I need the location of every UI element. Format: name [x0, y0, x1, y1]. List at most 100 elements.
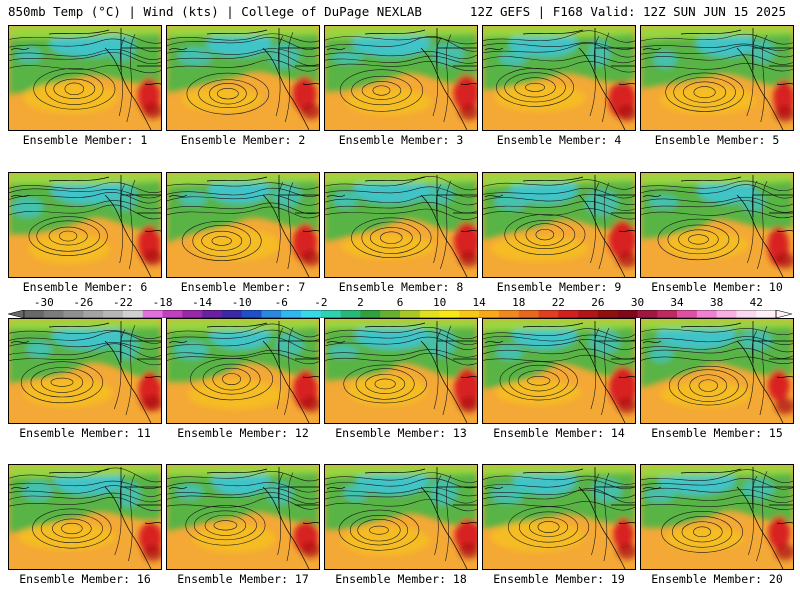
ensemble-member-label: Ensemble Member: 14	[493, 426, 625, 440]
forecast-map	[641, 465, 793, 569]
ensemble-member-panel	[482, 318, 636, 424]
forecast-map	[641, 26, 793, 130]
colorbar-swatch	[578, 310, 599, 318]
ensemble-member-label: Ensemble Member: 20	[651, 572, 783, 586]
ensemble-member-label: Ensemble Member: 7	[180, 280, 306, 294]
ensemble-member-panel	[324, 464, 478, 570]
colorbar-tick-label: 38	[710, 296, 724, 309]
forecast-map	[641, 173, 793, 277]
ensemble-member-label: Ensemble Member: 17	[177, 572, 309, 586]
ensemble-member-label: Ensemble Member: 6	[22, 280, 148, 294]
ensemble-member-label: Ensemble Member: 19	[493, 572, 625, 586]
colorbar-swatch	[716, 310, 737, 318]
colorbar-tick-label: 26	[591, 296, 605, 309]
ensemble-member-label: Ensemble Member: 13	[335, 426, 467, 440]
colorbar-swatch	[83, 310, 104, 318]
forecast-map	[483, 465, 635, 569]
colorbar-swatch	[360, 310, 381, 318]
ensemble-member-panel	[640, 464, 794, 570]
ensemble-member-panel	[8, 25, 162, 131]
colorbar-swatch	[103, 310, 124, 318]
colorbar-swatch	[617, 310, 638, 318]
forecast-map	[483, 26, 635, 130]
colorbar-swatch	[696, 310, 717, 318]
forecast-map	[9, 173, 161, 277]
map-title-left: 850mb Temp (°C) | Wind (kts) | College o…	[8, 4, 422, 19]
colorbar-swatch	[43, 310, 64, 318]
colorbar-tick-label: 22	[551, 296, 565, 309]
colorbar-swatch	[518, 310, 539, 318]
temperature-colorbar	[8, 310, 792, 318]
ensemble-member-label: Ensemble Member: 2	[180, 133, 306, 147]
forecast-map	[9, 26, 161, 130]
ensemble-member-panel	[324, 318, 478, 424]
colorbar-swatch	[261, 310, 282, 318]
ensemble-member-panel	[8, 172, 162, 278]
colorbar-swatch	[479, 310, 500, 318]
ensemble-member-panel	[640, 172, 794, 278]
forecast-map	[325, 465, 477, 569]
colorbar-swatch	[281, 310, 302, 318]
colorbar-swatch	[24, 310, 45, 318]
ensemble-member-label: Ensemble Member: 15	[651, 426, 783, 440]
colorbar-swatch	[400, 310, 421, 318]
ensemble-member-panel	[640, 25, 794, 131]
colorbar-swatch	[459, 310, 480, 318]
colorbar-tick-label: -6	[274, 296, 288, 309]
ensemble-member-label: Ensemble Member: 10	[651, 280, 783, 294]
colorbar-swatch	[677, 310, 698, 318]
colorbar-swatch	[498, 310, 520, 318]
forecast-map	[483, 319, 635, 423]
colorbar-swatch	[63, 310, 84, 318]
ensemble-member-label: Ensemble Member: 1	[22, 133, 148, 147]
ensemble-member-label: Ensemble Member: 8	[338, 280, 464, 294]
colorbar-tick-label: -22	[113, 296, 133, 309]
colorbar-left-arrow	[8, 310, 25, 318]
colorbar-tick-label: -30	[33, 296, 54, 309]
colorbar-tick-label: -18	[152, 296, 173, 309]
colorbar-swatch	[538, 310, 559, 318]
colorbar-swatch	[380, 310, 401, 318]
ensemble-member-label: Ensemble Member: 11	[19, 426, 151, 440]
ensemble-member-label: Ensemble Member: 12	[177, 426, 309, 440]
forecast-map	[167, 173, 319, 277]
ensemble-member-panel	[8, 318, 162, 424]
forecast-map	[325, 319, 477, 423]
forecast-map	[9, 465, 161, 569]
forecast-map	[641, 319, 793, 423]
forecast-map	[325, 26, 477, 130]
colorbar-swatch	[419, 310, 440, 318]
forecast-map	[325, 173, 477, 277]
ensemble-member-panel	[324, 25, 478, 131]
colorbar-tick-label: 30	[630, 296, 645, 309]
ensemble-member-label: Ensemble Member: 5	[654, 133, 780, 147]
ensemble-member-panel	[482, 25, 636, 131]
colorbar-swatch	[597, 310, 618, 318]
colorbar-swatch	[122, 310, 144, 318]
ensemble-member-panel	[166, 25, 320, 131]
colorbar-swatch	[182, 310, 203, 318]
colorbar-tick-label: 2	[357, 296, 364, 309]
colorbar-tick-label: 42	[749, 296, 763, 309]
ensemble-member-panel	[640, 318, 794, 424]
ensemble-member-panel	[482, 172, 636, 278]
ensemble-member-label: Ensemble Member: 9	[496, 280, 622, 294]
colorbar-tick-label: -26	[73, 296, 94, 309]
colorbar-swatch	[756, 310, 777, 318]
colorbar-swatch	[202, 310, 223, 318]
colorbar-tick-label: 10	[432, 296, 447, 309]
colorbar-swatch	[301, 310, 322, 318]
ensemble-member-panel	[324, 172, 478, 278]
ensemble-member-panel	[482, 464, 636, 570]
colorbar-swatch	[241, 310, 262, 318]
forecast-map	[9, 319, 161, 423]
colorbar-swatch	[162, 310, 183, 318]
forecast-map	[167, 26, 319, 130]
colorbar-swatch	[340, 310, 361, 318]
ensemble-member-panel	[8, 464, 162, 570]
colorbar-swatch	[637, 310, 658, 318]
ensemble-member-panel	[166, 464, 320, 570]
colorbar-swatch	[142, 310, 163, 318]
ensemble-member-label: Ensemble Member: 18	[335, 572, 467, 586]
ensemble-member-label: Ensemble Member: 3	[338, 133, 464, 147]
